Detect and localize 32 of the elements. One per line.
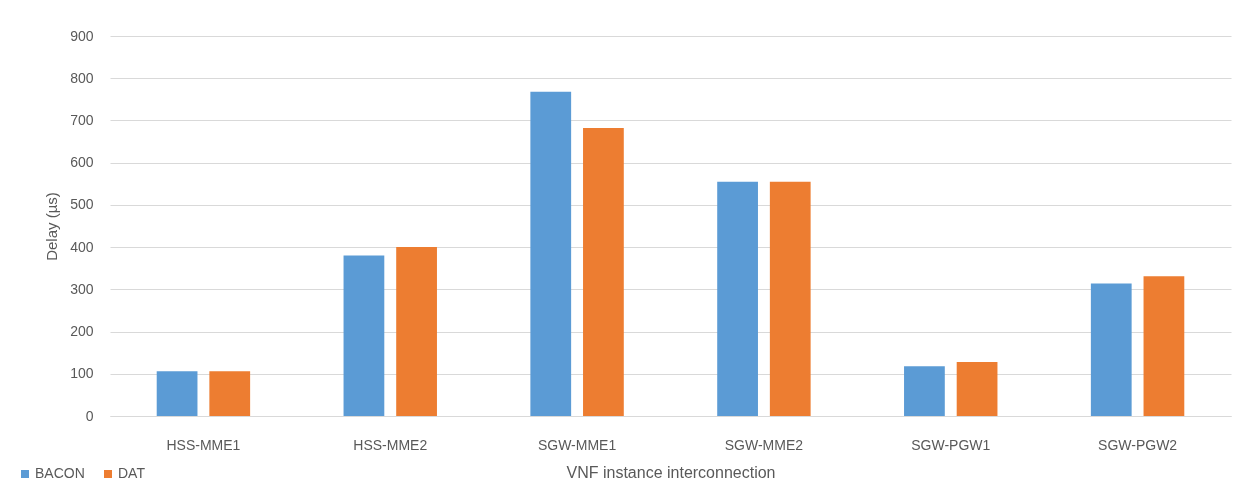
- y-tick-label: 100: [70, 365, 94, 382]
- y-tick-label: 500: [70, 196, 94, 213]
- x-tick-label: HSS-MME1: [166, 436, 241, 453]
- y-tick-label: 600: [70, 154, 94, 171]
- bar: [209, 371, 251, 416]
- bar: [1090, 283, 1132, 416]
- y-tick-label: 700: [70, 111, 94, 128]
- bar: [530, 91, 572, 416]
- legend-label: DAT: [118, 465, 146, 481]
- legend-label: BACON: [35, 465, 85, 481]
- y-axis-title: Delay (µs): [43, 192, 61, 261]
- bar: [904, 366, 945, 416]
- y-tick-label: 400: [70, 238, 94, 255]
- x-tick-label: SGW-MME2: [724, 436, 804, 453]
- x-tick-label: SGW-PGW1: [911, 436, 991, 453]
- x-tick-label: HSS-MME2: [353, 436, 428, 453]
- y-tick-label: 0: [85, 407, 94, 424]
- x-tick-label: SGW-MME1: [537, 436, 617, 453]
- bar: [156, 371, 198, 416]
- bar: [717, 181, 758, 416]
- bar: [583, 128, 624, 416]
- y-tick-label: 300: [70, 280, 94, 297]
- bar: [396, 247, 437, 416]
- bar: [956, 361, 998, 416]
- x-axis-title: VNF instance interconnection: [566, 463, 776, 481]
- y-tick-label: 200: [70, 323, 94, 340]
- y-tick-label: 800: [70, 69, 94, 86]
- y-tick-label: 900: [70, 27, 94, 44]
- bar: [1143, 276, 1185, 416]
- bar: [343, 255, 385, 416]
- x-tick-label: SGW-PGW2: [1098, 436, 1178, 453]
- bar: [769, 181, 811, 416]
